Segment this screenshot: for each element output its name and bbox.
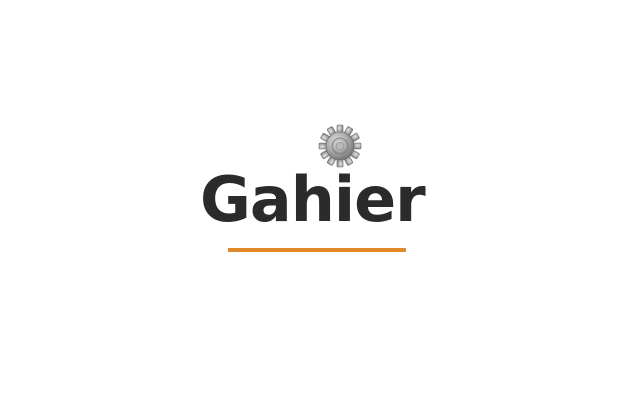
logo-underline <box>228 248 406 252</box>
gear-icon <box>318 124 362 168</box>
logo-wordmark: Gahier <box>200 163 426 236</box>
